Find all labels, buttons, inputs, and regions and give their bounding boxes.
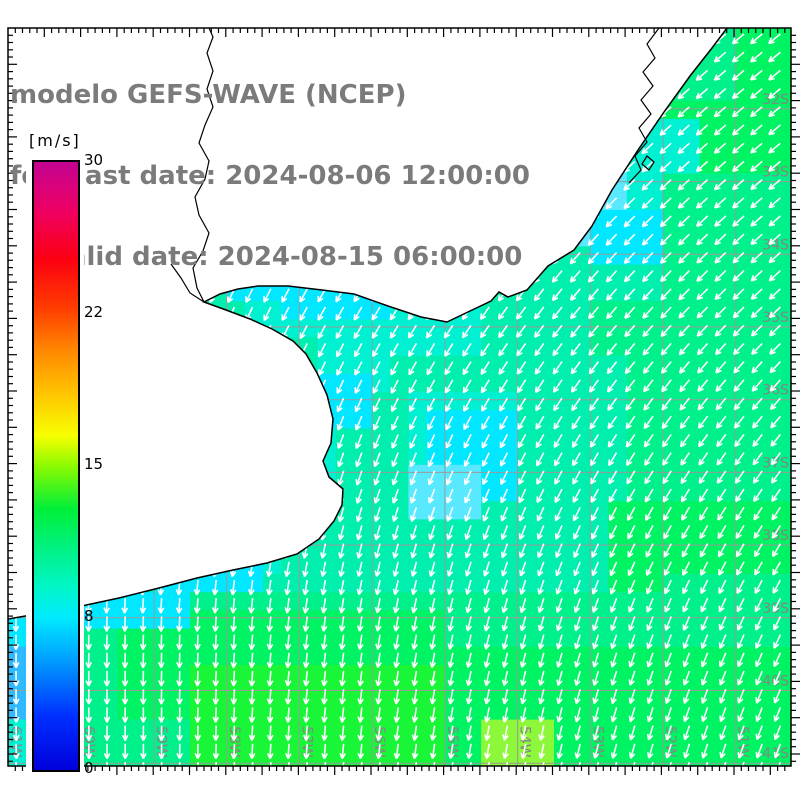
colorbar-gradient (32, 160, 80, 772)
lagoon-contour (628, 28, 660, 184)
longitude-label: 56W (371, 726, 387, 758)
longitude-label: 55W (444, 726, 460, 758)
colorbar-tick-label: 0 (84, 759, 94, 777)
colorbar (26, 152, 84, 778)
latitude-label: 32S (762, 92, 789, 108)
lagoon-contour (641, 155, 655, 171)
colorbar-unit-label: [m/s] (29, 131, 81, 150)
model-title: modelo GEFS-WAVE (NCEP) (10, 80, 407, 110)
latitude-label: 36S (762, 383, 789, 399)
latitude-label: 35S (762, 310, 789, 326)
latitude-label: 34S (762, 237, 789, 253)
colorbar-tick-label: 15 (84, 455, 104, 473)
axis-ticks (8, 28, 800, 775)
longitude-label: 60W (80, 726, 96, 758)
latitude-label: 33S (762, 165, 789, 181)
longitude-label: 59W (153, 726, 169, 758)
longitude-label: 57W (299, 726, 315, 758)
title-block: modelo GEFS-WAVE (NCEP) forecast date: 2… (10, 28, 530, 325)
colorbar-tick-label: 30 (84, 151, 104, 169)
longitude-label: 54W (517, 726, 533, 758)
river-contour (170, 28, 214, 303)
latitude-label: 37S (762, 455, 789, 471)
longitude-label: 61W (8, 726, 24, 758)
coastline (8, 28, 728, 620)
longitude-label: 53W (589, 726, 605, 758)
longitude-label: 52W (662, 726, 678, 758)
land-mask (8, 28, 727, 619)
colorbar-tick-label: 22 (84, 303, 104, 321)
colorbar-tick-label: 8 (84, 607, 94, 625)
valid-date-label: valid date: 2024-08-15 06:00:00 (52, 242, 523, 272)
longitude-label: 58W (226, 726, 242, 758)
